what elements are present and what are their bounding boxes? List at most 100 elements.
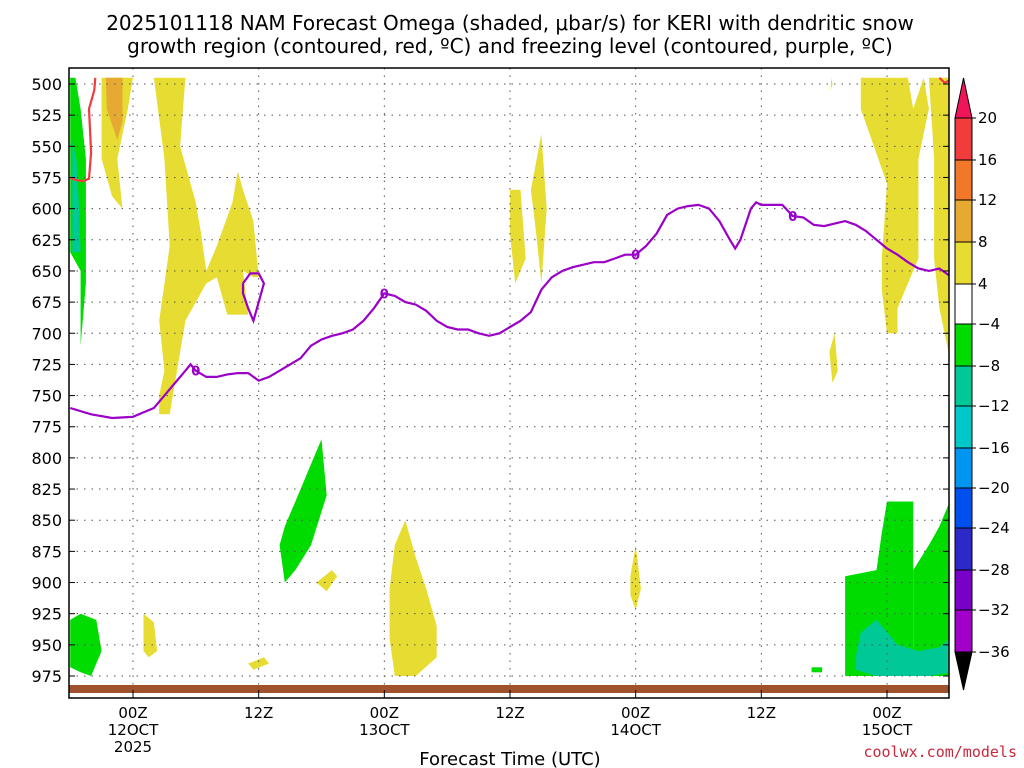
freezing-level-loop xyxy=(241,272,266,325)
y-tick-label-8: 700 xyxy=(31,324,62,343)
colorbar-label-9: −20 xyxy=(978,479,1010,497)
y-tick-label-4: 600 xyxy=(31,200,62,219)
colorbar-segment-10 xyxy=(954,527,973,571)
y-tick-label-17: 925 xyxy=(31,605,62,624)
y-tick-label-11: 775 xyxy=(31,418,62,437)
colorbar-bottom-arrow xyxy=(954,651,973,691)
omega-region-16 xyxy=(829,333,838,384)
y-tick-label-19: 975 xyxy=(31,667,62,686)
y-tick-label-6: 650 xyxy=(31,262,62,281)
x-tick-label-4-2: 14OCT xyxy=(610,721,661,739)
freezing-level-label-3: 0 xyxy=(788,210,797,225)
dendritic-contour-1 xyxy=(938,77,949,85)
colorbar-label-3: 8 xyxy=(978,233,988,251)
colorbar-label-7: −12 xyxy=(978,397,1010,415)
colorbar-label-8: −16 xyxy=(978,439,1010,457)
omega-region-12 xyxy=(530,133,547,284)
omega-region-4 xyxy=(72,140,81,253)
y-tick-label-5: 625 xyxy=(31,231,62,250)
x-tick-label-0-1: 00Z xyxy=(118,704,147,722)
plot-frame xyxy=(68,67,950,699)
colorbar-label-4: 4 xyxy=(978,275,988,293)
omega-region-17 xyxy=(830,77,833,91)
y-axis: 500 525 550 575 600 625 650 675 700 725 750 775 800 8… xyxy=(31,75,949,686)
omega-region-11 xyxy=(510,189,526,284)
freezing-level-label-2: 0 xyxy=(631,249,640,264)
colorbar-label-13: −36 xyxy=(978,643,1010,661)
x-tick-label-6-1: 00Z xyxy=(872,704,901,722)
colorbar-segment-4 xyxy=(954,283,973,325)
x-tick-label-1-1: 12Z xyxy=(244,704,273,722)
omega-region-1 xyxy=(105,77,123,141)
freezing-level-label-0: 0 xyxy=(191,365,200,380)
omega-shading xyxy=(70,77,949,676)
colorbar: 20 16 12 8 4 −4 −8 −12 −16 −20 −24 −28 −32 −36 xyxy=(954,77,1010,691)
dendritic-growth-contour xyxy=(69,77,949,183)
y-tick-label-18: 950 xyxy=(31,636,62,655)
colorbar-label-2: 12 xyxy=(978,191,997,209)
x-tick-label-0-3: 2025 xyxy=(114,738,152,756)
grid-lines xyxy=(69,68,949,698)
chart-title-line2: growth region (contoured, red, ºC) and f… xyxy=(127,34,893,58)
colorbar-segment-9 xyxy=(954,487,973,529)
x-tick-label-0-2: 12OCT xyxy=(108,721,159,739)
colorbar-top-arrow xyxy=(954,77,973,119)
omega-region-9 xyxy=(316,570,338,592)
colorbar-segment-0 xyxy=(954,117,973,161)
y-tick-label-15: 875 xyxy=(31,542,62,561)
x-axis-label: Forecast Time (UTC) xyxy=(419,749,600,768)
colorbar-segment-1 xyxy=(954,159,973,201)
colorbar-segment-3 xyxy=(954,241,973,285)
y-tick-label-0: 500 xyxy=(31,75,62,94)
colorbar-label-1: 16 xyxy=(978,151,997,169)
colorbar-segment-11 xyxy=(954,569,973,611)
colorbar-segment-5 xyxy=(954,323,973,367)
y-tick-label-1: 525 xyxy=(31,106,62,125)
colorbar-label-12: −32 xyxy=(978,601,1010,619)
x-tick-label-3-1: 12Z xyxy=(495,704,524,722)
terrain-strip xyxy=(69,685,949,693)
credit-text: coolwx.com/models xyxy=(863,743,1017,761)
omega-region-14 xyxy=(860,77,929,334)
omega-region-18 xyxy=(913,503,949,676)
dendritic-contour-0 xyxy=(69,77,97,183)
y-tick-label-7: 675 xyxy=(31,293,62,312)
omega-region-20 xyxy=(855,619,949,676)
colorbar-label-10: −24 xyxy=(978,519,1010,537)
y-tick-label-14: 850 xyxy=(31,511,62,530)
plot-area xyxy=(69,68,949,698)
y-tick-label-12: 800 xyxy=(31,449,62,468)
freezing-level-line xyxy=(69,201,949,420)
colorbar-segment-7 xyxy=(954,405,973,449)
omega-region-5 xyxy=(70,613,102,676)
colorbar-label-0: 20 xyxy=(978,109,997,127)
colorbar-segment-2 xyxy=(954,199,973,243)
y-tick-label-3: 575 xyxy=(31,168,62,187)
omega-region-2 xyxy=(153,77,259,415)
omega-region-10 xyxy=(389,520,437,676)
omega-region-21 xyxy=(811,667,823,673)
freezing-level-contour: 0 0 0 0 xyxy=(69,201,949,420)
y-tick-label-9: 725 xyxy=(31,355,62,374)
colorbar-segment-6 xyxy=(954,365,973,407)
colorbar-segment-8 xyxy=(954,447,973,489)
x-tick-label-2-1: 00Z xyxy=(370,704,399,722)
freezing-level-label-1: 0 xyxy=(380,287,389,302)
colorbar-label-6: −8 xyxy=(978,357,1000,375)
omega-region-13 xyxy=(630,545,641,610)
omega-region-7 xyxy=(248,657,270,670)
x-tick-label-5-1: 12Z xyxy=(747,704,776,722)
x-tick-label-2-2: 13OCT xyxy=(359,721,410,739)
omega-region-6 xyxy=(143,613,158,658)
colorbar-segment-12 xyxy=(954,609,973,653)
omega-region-8 xyxy=(279,439,327,583)
x-tick-label-4-1: 00Z xyxy=(621,704,650,722)
chart-title-line1: 2025101118 NAM Forecast Omega (shaded, μ… xyxy=(106,11,914,35)
omega-region-15 xyxy=(928,77,949,355)
x-tick-label-6-2: 15OCT xyxy=(862,721,913,739)
y-tick-label-10: 750 xyxy=(31,387,62,406)
y-tick-label-13: 825 xyxy=(31,480,62,499)
y-tick-label-2: 550 xyxy=(31,137,62,156)
